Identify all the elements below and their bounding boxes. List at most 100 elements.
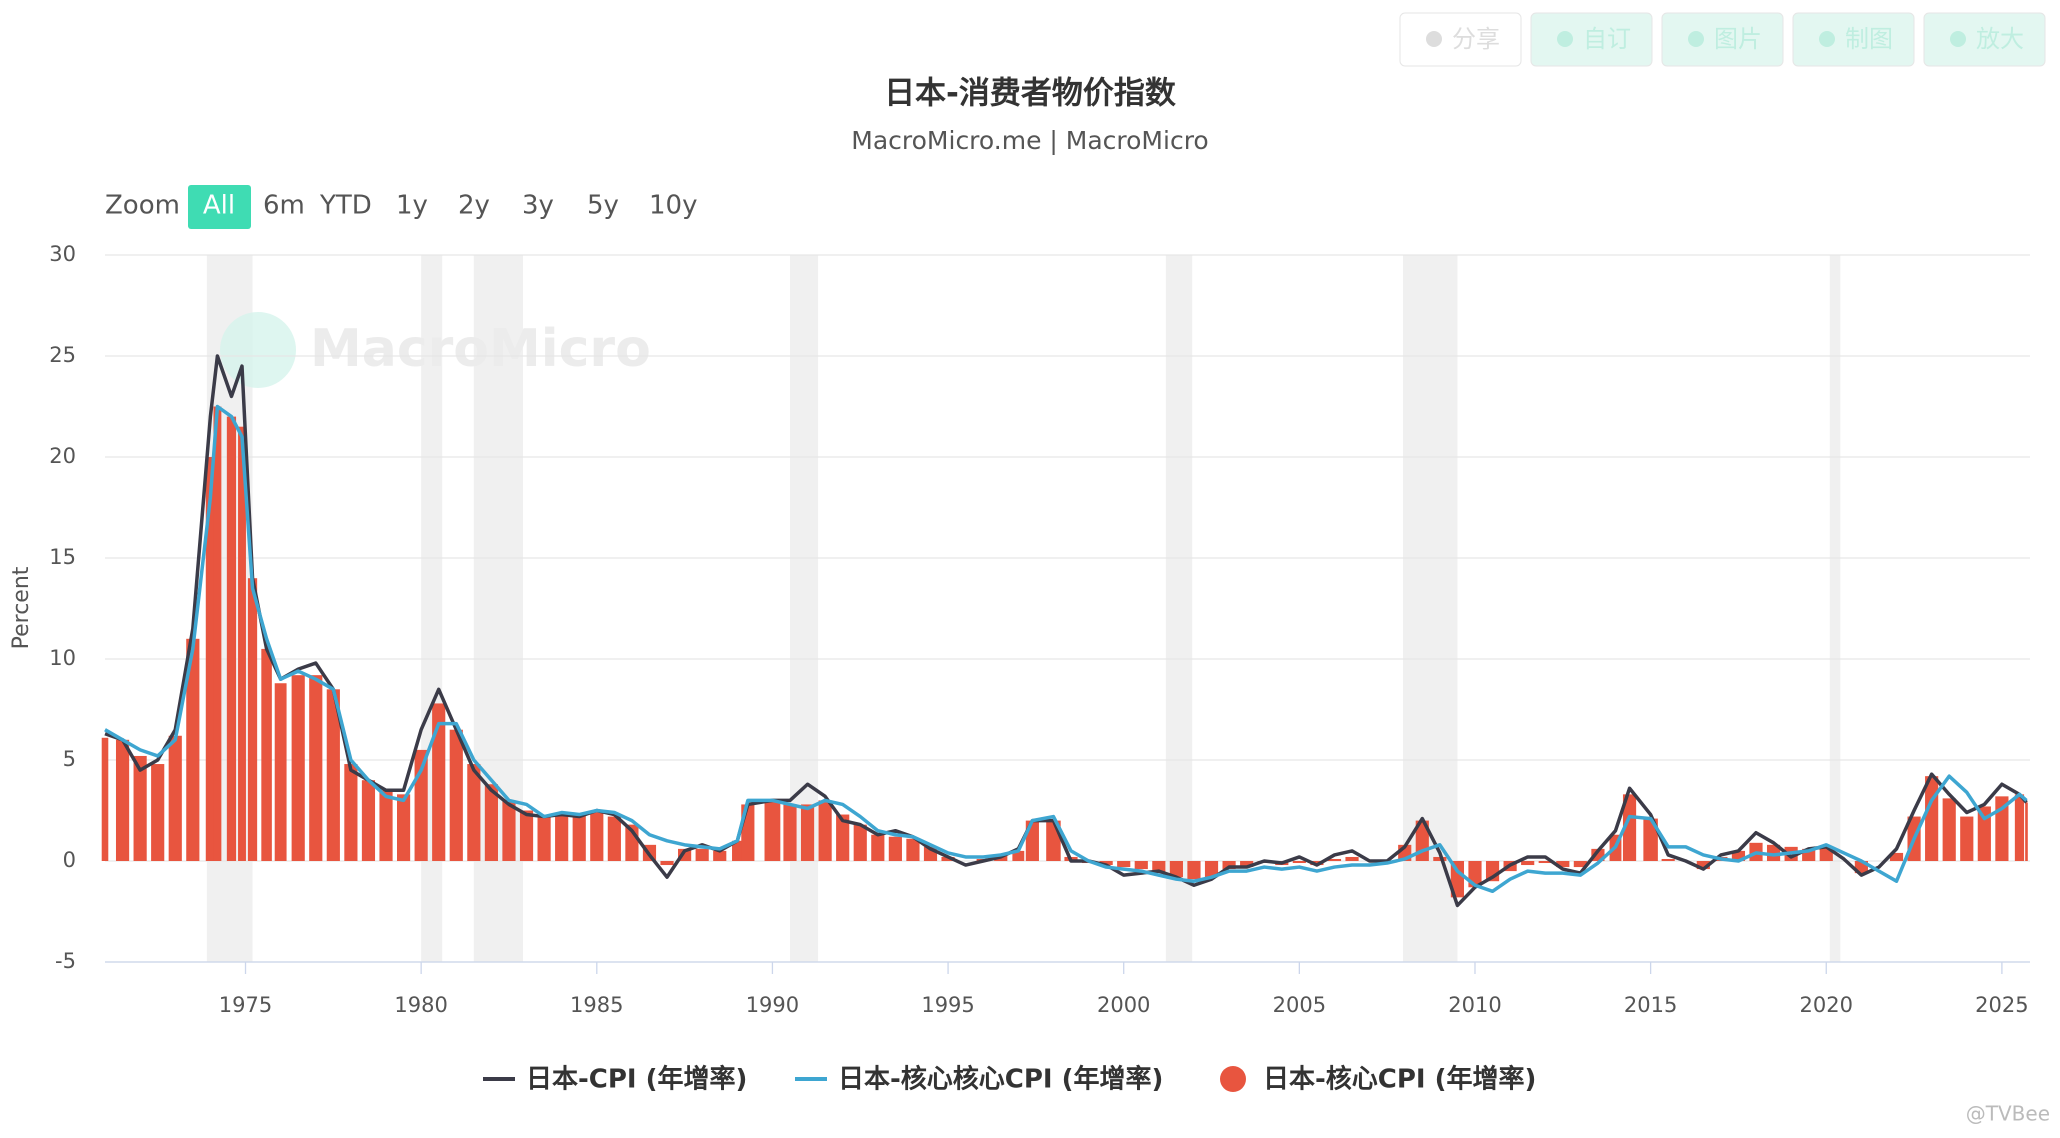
bar xyxy=(484,784,498,861)
watermark: @TVBee xyxy=(1966,1102,2050,1126)
x-tick-label: 1985 xyxy=(570,993,623,1017)
zoom-button[interactable]: 1y xyxy=(396,191,428,221)
toolbar-icon xyxy=(1688,31,1704,47)
watermark: MacroMicro xyxy=(310,319,651,379)
bar xyxy=(1169,861,1183,878)
bar xyxy=(261,648,272,861)
x-tick-label: 1990 xyxy=(746,993,799,1017)
bar xyxy=(1187,861,1201,880)
bar xyxy=(1240,861,1254,868)
watermark-logo xyxy=(220,312,296,388)
bar xyxy=(449,729,463,861)
recession-band xyxy=(1829,255,1841,962)
x-tick-label: 2000 xyxy=(1097,993,1150,1017)
y-tick-label: 15 xyxy=(49,545,76,569)
bar xyxy=(247,578,258,861)
toolbar-button[interactable] xyxy=(1792,12,1915,67)
x-tick-label: 2020 xyxy=(1800,993,1853,1017)
bar xyxy=(1573,861,1587,868)
bar xyxy=(1538,861,1552,864)
zoom-button[interactable]: 6m xyxy=(263,191,305,221)
x-tick-label: 2005 xyxy=(1273,993,1326,1017)
toolbar-icon xyxy=(1819,31,1835,47)
bar xyxy=(906,838,920,861)
bar xyxy=(660,861,674,866)
bar xyxy=(379,790,393,861)
zoom-button[interactable]: 5y xyxy=(587,191,619,221)
x-tick-label: 2015 xyxy=(1624,993,1677,1017)
bar xyxy=(1661,858,1675,861)
recession-band xyxy=(1402,255,1458,962)
toolbar-label[interactable]: 图片 xyxy=(1714,25,1762,53)
bar xyxy=(1995,796,2009,861)
bar xyxy=(888,836,902,861)
legend-marker[interactable] xyxy=(1220,1066,1246,1092)
bar xyxy=(871,834,885,861)
bar xyxy=(467,764,481,861)
x-tick-label: 1995 xyxy=(921,993,974,1017)
legend-label[interactable]: 日本-CPI (年增率) xyxy=(526,1064,747,1095)
bar xyxy=(133,755,147,861)
bar xyxy=(1222,861,1236,870)
bar xyxy=(1766,844,1781,861)
bar xyxy=(1960,816,1974,861)
bar xyxy=(732,840,743,861)
toolbar-icon xyxy=(1557,31,1573,47)
bar xyxy=(1204,861,1219,878)
bar xyxy=(168,735,182,861)
bar xyxy=(1012,850,1025,861)
bar xyxy=(396,794,411,861)
bar xyxy=(274,683,287,861)
bar xyxy=(1731,850,1746,861)
bar xyxy=(519,810,534,861)
bar xyxy=(213,406,222,861)
bar xyxy=(344,764,358,861)
zoom-button[interactable]: 10y xyxy=(649,191,697,221)
bar xyxy=(607,816,621,861)
bar xyxy=(836,814,850,861)
zoom-button-bg[interactable] xyxy=(188,185,251,229)
zoom-button[interactable]: All xyxy=(203,191,235,221)
line xyxy=(104,404,2028,894)
bar xyxy=(1292,861,1306,864)
toolbar-button[interactable] xyxy=(1530,12,1653,67)
bar xyxy=(1925,776,1939,861)
legend-label[interactable]: 日本-核心核心CPI (年增率) xyxy=(838,1064,1163,1095)
y-tick-label: -5 xyxy=(55,949,76,973)
bar xyxy=(361,780,376,861)
toolbar-label[interactable]: 放大 xyxy=(1976,25,2024,53)
bar xyxy=(783,804,797,861)
chart-title: 日本-消费者物价指数 xyxy=(884,76,1176,112)
bar xyxy=(1117,861,1131,868)
bar xyxy=(1433,856,1447,861)
bar xyxy=(1942,798,1956,861)
bar xyxy=(432,703,446,861)
bar xyxy=(1696,861,1710,870)
y-tick-label: 0 xyxy=(63,848,76,872)
bar xyxy=(1643,818,1658,861)
toolbar-button[interactable] xyxy=(1399,12,1522,67)
bar xyxy=(853,824,867,861)
bar xyxy=(555,814,569,861)
toolbar-icon xyxy=(1426,31,1442,47)
toolbar-label[interactable]: 分享 xyxy=(1452,25,1500,53)
zoom-button[interactable]: YTD xyxy=(319,191,372,221)
zoom-label: Zoom xyxy=(105,191,180,221)
toolbar-label[interactable]: 自订 xyxy=(1583,25,1631,53)
toolbar-icon xyxy=(1950,31,1966,47)
legend-label[interactable]: 日本-核心CPI (年增率) xyxy=(1263,1064,1536,1095)
bar xyxy=(818,800,832,861)
bar xyxy=(537,816,551,861)
bar xyxy=(205,457,215,861)
x-tick-label: 1975 xyxy=(219,993,272,1017)
zoom-button[interactable]: 3y xyxy=(522,191,554,221)
zoom-button[interactable]: 2y xyxy=(458,191,490,221)
bar xyxy=(2014,794,2025,861)
toolbar-button[interactable] xyxy=(1923,12,2046,67)
recession-band xyxy=(1165,255,1193,962)
toolbar-label[interactable]: 制图 xyxy=(1845,25,1893,53)
bar xyxy=(1450,861,1465,898)
bar xyxy=(2025,802,2028,861)
toolbar-button[interactable] xyxy=(1661,12,1784,67)
